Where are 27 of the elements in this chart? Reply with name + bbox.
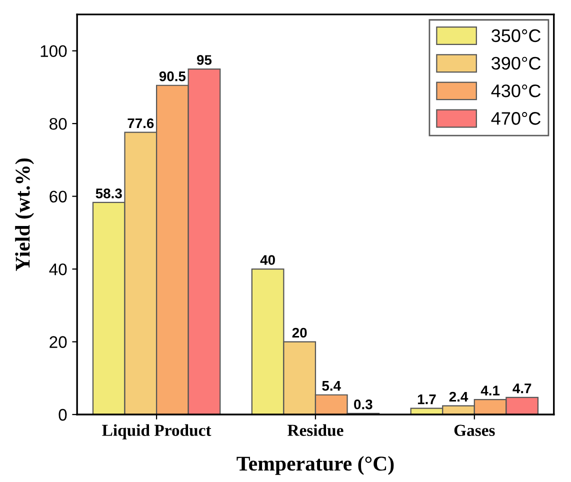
x-tick-label: Gases	[454, 424, 495, 436]
x-axis-title: Temperature (°C)	[236, 456, 394, 475]
data-label: 58.3	[96, 188, 122, 198]
data-label: 0.3	[354, 399, 372, 410]
y-tick-label: 60	[50, 190, 67, 203]
x-tick-label: Residue	[288, 424, 344, 436]
legend-label: 470°C	[491, 112, 541, 125]
data-label: 95	[196, 55, 212, 65]
data-label: 5.4	[322, 381, 341, 391]
y-tick-label: 80	[50, 118, 67, 130]
legend-label: 430°C	[491, 84, 541, 98]
y-tick-label: 40	[49, 263, 67, 276]
data-label: 4.1	[480, 386, 500, 396]
y-tick-label: 0	[58, 408, 67, 421]
legend-label: 350°C	[492, 29, 541, 42]
data-label: 40	[260, 255, 275, 265]
data-label: 77.6	[128, 118, 154, 128]
data-label: 2.4	[449, 392, 468, 402]
data-label: 1.7	[418, 394, 436, 404]
data-label: 90.5	[159, 71, 186, 82]
x-tick-label: Liquid Product	[102, 424, 212, 440]
y-axis-title: Yield (wt.%)	[15, 158, 34, 272]
data-label: 4.7	[512, 384, 532, 394]
legend-label: 390°C	[492, 56, 541, 70]
y-tick-label: 20	[50, 336, 67, 348]
data-label: 20	[292, 328, 307, 338]
y-tick-label: 100	[40, 45, 67, 58]
